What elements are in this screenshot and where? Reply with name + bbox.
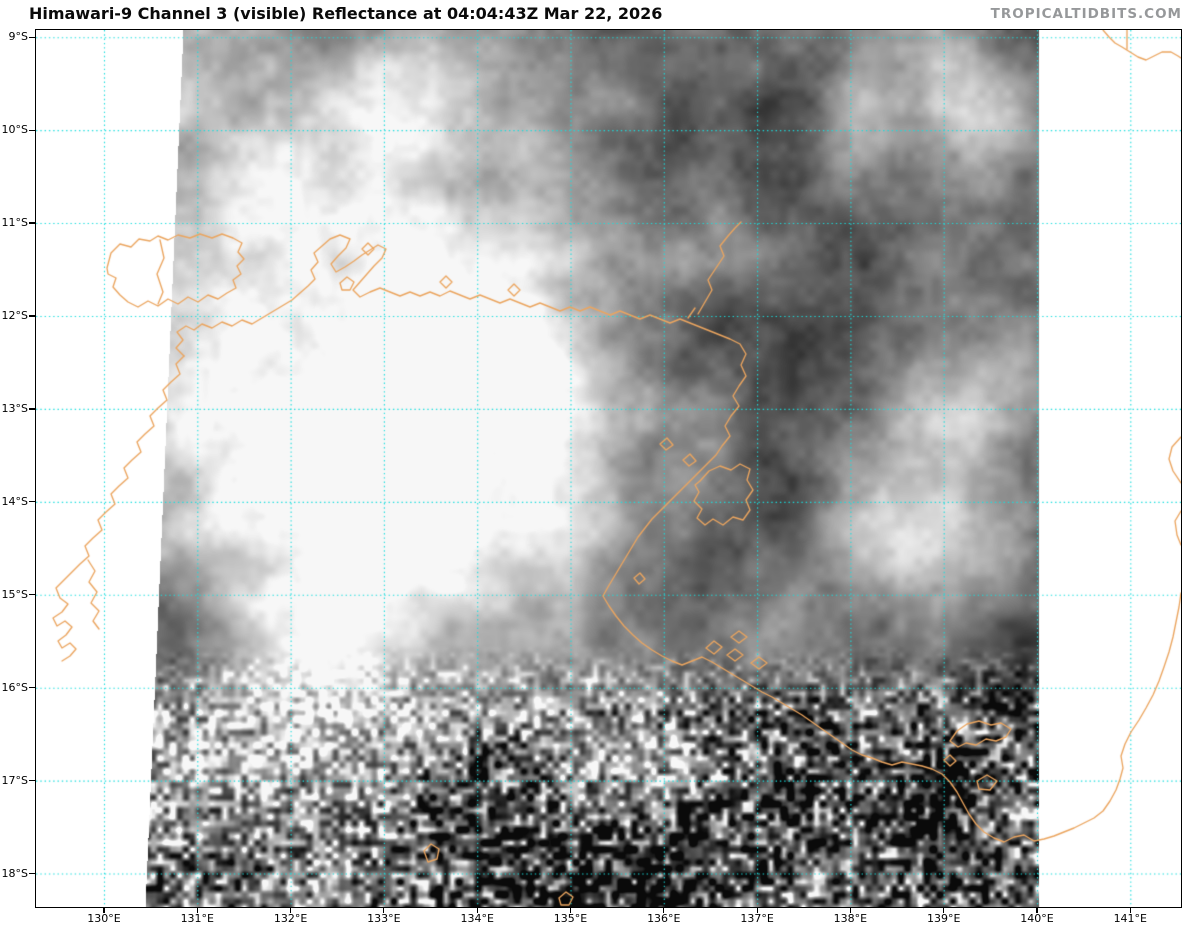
site-watermark: TROPICALTIDBITS.COM xyxy=(990,6,1182,22)
lat-tick-label: 10°S xyxy=(1,123,28,137)
lat-tick-mark xyxy=(29,872,36,875)
lon-tick-label: 138°E xyxy=(833,912,868,925)
lon-tick-label: 136°E xyxy=(647,912,681,925)
lat-tick-mark xyxy=(29,36,36,38)
lon-tick-label: 140°E xyxy=(1020,912,1054,925)
lat-tick-mark xyxy=(29,129,36,131)
lon-tick-mark xyxy=(476,907,478,913)
lon-tick-label: 134°E xyxy=(460,912,494,925)
lon-tick-mark xyxy=(383,907,385,913)
lon-tick-mark xyxy=(569,907,572,913)
lon-tick-mark xyxy=(1036,907,1038,913)
lat-tick-label: 13°S xyxy=(1,401,28,415)
lon-tick-mark xyxy=(756,907,758,913)
lon-tick-mark xyxy=(663,907,665,913)
lat-tick-mark xyxy=(29,780,36,782)
lon-tick-mark xyxy=(290,907,292,913)
satellite-imagery-canvas xyxy=(36,30,1181,907)
lon-tick-label: 130°E xyxy=(87,912,121,925)
lat-tick-mark xyxy=(29,594,36,596)
satellite-map xyxy=(36,30,1181,907)
lat-tick-label: 12°S xyxy=(1,308,28,322)
lat-tick-mark xyxy=(29,501,36,503)
lat-tick-label: 15°S xyxy=(1,587,28,601)
lat-tick-mark xyxy=(29,315,36,317)
lon-tick-mark xyxy=(1129,907,1131,913)
lat-tick-label: 9°S xyxy=(8,30,28,44)
lon-tick-label: 135°E xyxy=(553,912,588,925)
lat-tick-label: 18°S xyxy=(1,866,28,880)
lat-tick-mark xyxy=(29,408,36,410)
image-title: Himawari-9 Channel 3 (visible) Reflectan… xyxy=(29,4,663,23)
lon-tick-mark xyxy=(943,907,945,913)
lon-tick-label: 139°E xyxy=(926,912,961,925)
lat-tick-label: 14°S xyxy=(1,494,28,508)
lon-tick-mark xyxy=(103,907,105,913)
lat-tick-label: 16°S xyxy=(1,680,28,694)
lon-tick-label: 137°E xyxy=(740,912,774,925)
lon-tick-label: 132°E xyxy=(273,912,308,925)
lon-tick-label: 141°E xyxy=(1113,912,1148,925)
lon-tick-mark xyxy=(196,907,198,913)
lon-tick-mark xyxy=(849,907,851,913)
lon-tick-label: 133°E xyxy=(367,912,401,925)
lat-tick-mark xyxy=(29,222,36,224)
lon-tick-label: 131°E xyxy=(180,912,215,925)
lat-tick-label: 17°S xyxy=(1,773,28,787)
lat-tick-label: 11°S xyxy=(1,216,28,230)
lat-tick-mark xyxy=(29,687,36,689)
